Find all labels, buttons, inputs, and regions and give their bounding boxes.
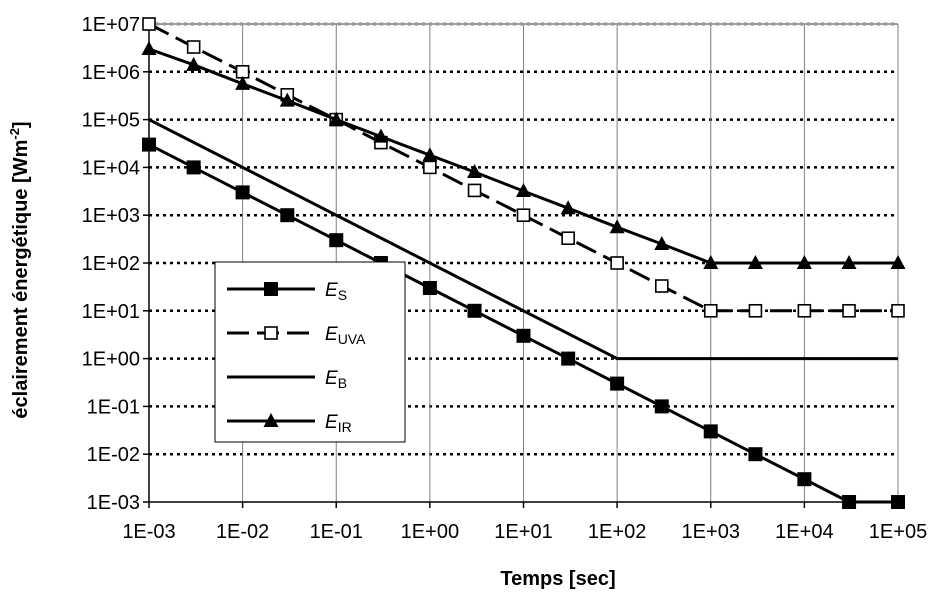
x-tick-label: 1E+00: [401, 521, 459, 543]
data-point-ir: [841, 255, 857, 269]
data-point-uva: [186, 40, 201, 54]
data-point-ir: [703, 255, 719, 269]
series-group: [141, 17, 906, 509]
data-point-uva: [561, 231, 575, 246]
data-point-s: [235, 185, 250, 200]
data-point-s: [842, 495, 857, 509]
data-point-ir: [373, 128, 389, 143]
legend-marker-ir: [263, 413, 279, 427]
data-point-s: [280, 208, 295, 223]
x-tick-label: 1E-03: [122, 521, 175, 543]
data-point-s: [142, 137, 156, 152]
data-point-s: [329, 233, 344, 248]
x-tick-label: 1E+01: [494, 521, 552, 543]
data-point-uva: [748, 303, 763, 318]
data-point-ir: [467, 164, 483, 179]
data-point-ir: [609, 219, 625, 234]
legend-item-s: ES: [227, 280, 347, 303]
y-tick-label: 1E+06: [82, 62, 140, 84]
series-b: [148, 118, 898, 361]
legend-marker-s: [264, 282, 278, 296]
legend-label-ir: EIR: [325, 412, 352, 435]
data-point-s: [422, 280, 437, 295]
x-tick-label: 1E+03: [682, 521, 740, 543]
data-point-s: [703, 424, 718, 439]
data-point-uva: [516, 208, 531, 222]
legend-label-uva: EUVA: [325, 324, 366, 347]
data-point-ir: [422, 147, 438, 162]
data-point-s: [654, 399, 669, 414]
y-tick-label: 1E+00: [82, 349, 140, 371]
x-tick-label: 1E+05: [869, 521, 927, 543]
y-tick-label: 1E-02: [87, 444, 140, 466]
data-point-s: [186, 160, 201, 175]
y-axis-title-main: éclairement énergétique [Wm: [10, 140, 32, 419]
data-point-ir: [279, 92, 295, 107]
data-point-ir: [654, 235, 670, 250]
data-point-s: [610, 376, 625, 391]
data-point-uva: [654, 279, 669, 293]
series-line-b: [148, 118, 898, 361]
y-tick-label: 1E+03: [82, 205, 140, 227]
data-point-uva: [797, 303, 812, 318]
legend-label-s: ES: [325, 280, 347, 303]
data-point-s: [561, 351, 576, 366]
y-tick-label: 1E+04: [82, 157, 140, 179]
data-point-s: [467, 303, 482, 318]
y-tick-label: 1E+07: [82, 14, 140, 36]
data-point-s: [748, 447, 763, 462]
legend-item-ir: EIR: [227, 412, 352, 435]
data-point-ir: [186, 56, 202, 71]
data-point-s: [516, 328, 531, 343]
data-point-ir: [747, 255, 763, 269]
data-point-ir: [890, 255, 906, 269]
data-point-ir: [560, 200, 576, 215]
axes: [143, 23, 899, 508]
y-axis-title: éclairement énergétique [Wm-2]: [7, 121, 32, 418]
y-tick-label: 1E-03: [87, 492, 140, 514]
legend-item-uva: EUVA: [227, 324, 366, 347]
data-point-ir: [328, 111, 344, 126]
y-tick-label: 1E+01: [82, 301, 140, 323]
legend: ES EUVA EB EIR: [214, 261, 406, 443]
legend-marker-uva: [264, 326, 278, 340]
x-tick-label: 1E+02: [588, 521, 646, 543]
y-tick-label: 1E+02: [82, 253, 140, 275]
x-tick-label: 1E+04: [775, 521, 833, 543]
data-point-ir: [141, 40, 157, 55]
data-point-uva: [703, 303, 718, 318]
x-axis-title: Temps [sec]: [500, 568, 615, 590]
x-tick-label: 1E-02: [216, 521, 269, 543]
tick-labels: 1E-03 1E-02 1E-01 1E+00 1E+01 1E+02 1E+03 1E+04…: [82, 14, 928, 543]
legend-item-b: EB: [227, 368, 347, 391]
y-axis-title-sup: -2: [7, 128, 22, 140]
data-point-uva: [423, 160, 437, 175]
data-point-s: [797, 472, 812, 487]
y-tick-label: 1E-01: [87, 396, 140, 418]
data-point-uva: [142, 17, 156, 31]
legend-label-b: EB: [325, 368, 347, 391]
legend-box: [214, 261, 406, 443]
data-point-ir: [516, 183, 531, 198]
data-point-ir: [796, 255, 812, 269]
data-point-uva: [610, 256, 624, 270]
data-point-s: [891, 495, 905, 509]
data-point-ir: [235, 75, 251, 90]
y-tick-label: 1E+05: [82, 110, 140, 132]
data-point-uva: [842, 303, 856, 318]
x-tick-label: 1E-01: [310, 521, 363, 543]
data-point-uva: [891, 303, 905, 318]
data-point-uva: [467, 183, 482, 198]
series-ir: [141, 40, 906, 269]
y-axis-title-close: ]: [10, 121, 32, 128]
